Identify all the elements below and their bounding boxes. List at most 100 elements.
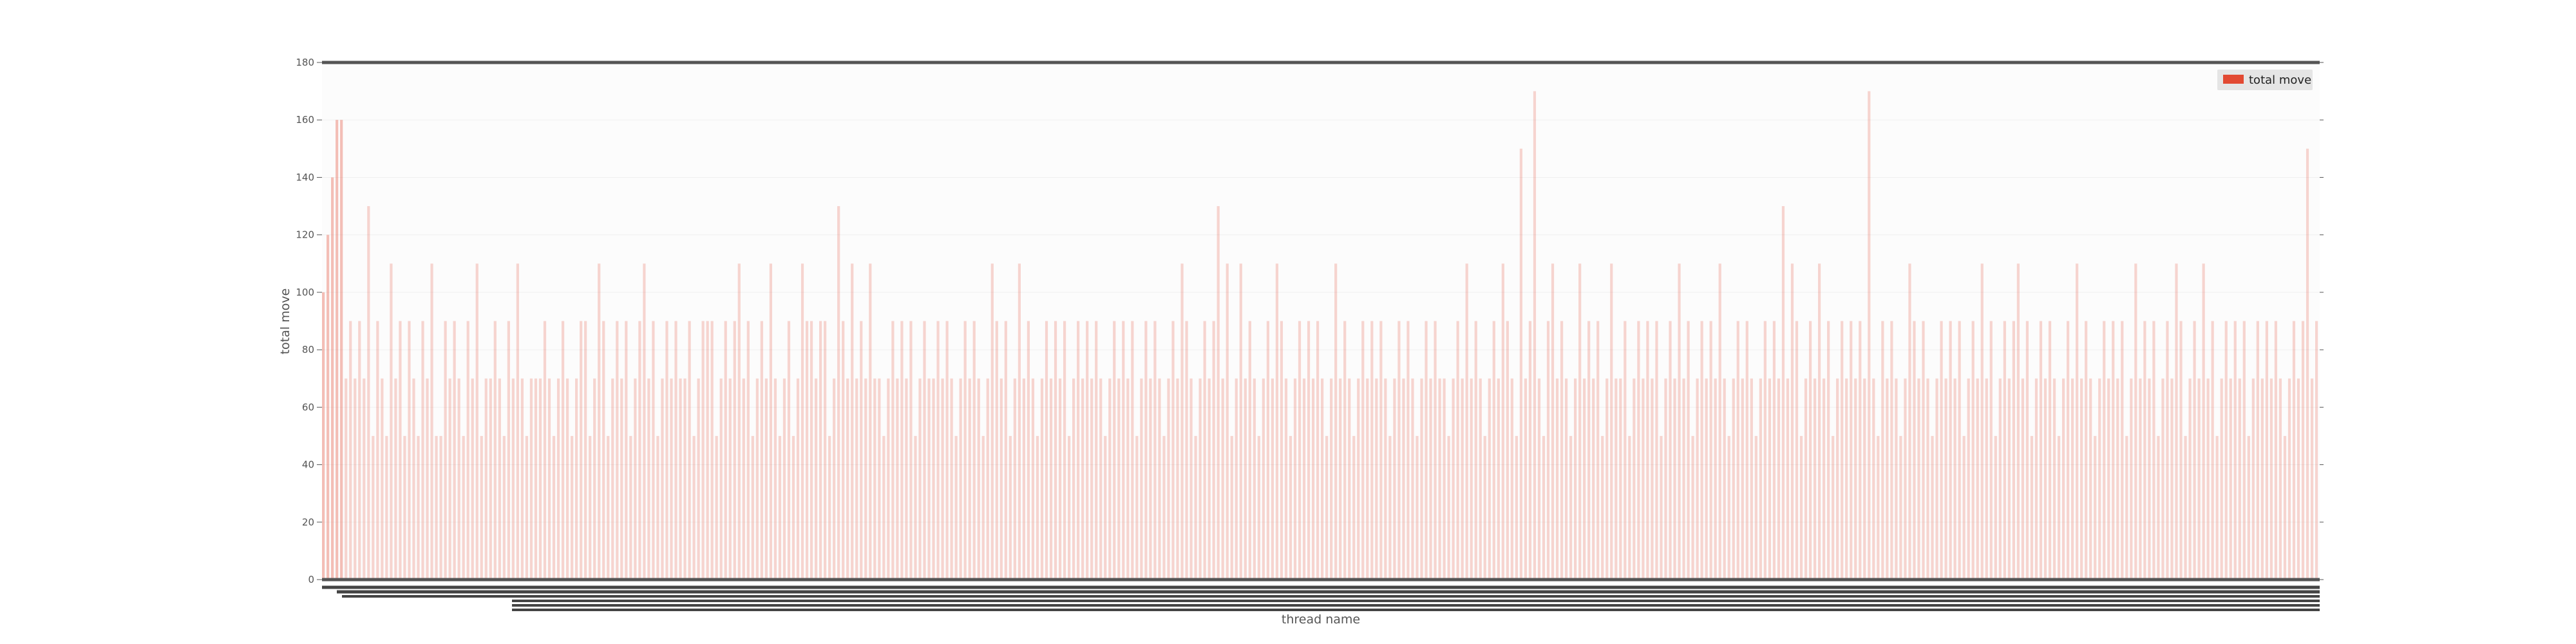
bar [2161,378,2164,580]
bar [1158,378,1161,580]
bar [1569,435,1573,580]
bar [2233,321,2237,580]
bar [1596,321,1600,580]
bar [1488,378,1491,580]
bar [2220,378,2223,580]
bar [1018,263,1021,580]
bar [1397,321,1401,580]
bar [1506,321,1509,580]
y-tick-label: 180 [296,57,314,68]
bar [381,378,384,580]
bar [1009,435,1012,580]
bar [363,378,366,580]
bar [1560,321,1564,580]
bar [1343,321,1347,580]
bar [1040,378,1044,580]
bar [1049,378,1053,580]
bar [466,321,469,580]
bar [2157,435,2160,580]
bar [1031,378,1035,580]
bar [336,120,339,580]
bar [2030,435,2034,580]
bar [2287,378,2291,580]
bar [1090,378,1094,580]
y-tick-label: 120 [296,229,314,241]
bar [1348,378,1351,580]
bar [1447,435,1450,580]
bar [1004,321,1007,580]
bar [1886,378,1889,580]
bar [1248,321,1251,580]
bar [444,321,447,580]
bar [493,321,497,580]
bar [1583,378,1586,580]
bar [914,435,917,580]
bar [1926,378,1929,580]
bar [1239,263,1242,580]
bar [900,321,904,580]
bar [561,321,565,580]
bar [580,321,583,580]
bar [575,378,578,580]
bar [403,435,406,580]
bar [800,263,804,580]
bar [1501,263,1504,580]
bar [728,378,732,580]
bar [2278,378,2282,580]
bar [1388,435,1392,580]
bar [1709,321,1712,580]
bar [1781,206,1785,580]
bar [1601,435,1604,580]
bar [1841,321,1844,580]
bar [556,378,560,580]
bar [607,435,610,580]
bar [2025,321,2029,580]
bar [327,234,330,580]
bar [1817,263,1821,580]
bar [2224,321,2228,580]
bar [394,378,397,580]
bar [927,378,931,580]
bar [855,378,858,580]
bar [882,435,886,580]
bar [1063,321,1066,580]
bar [1208,378,1211,580]
bar [1135,435,1139,580]
bar [1126,378,1130,580]
bar [2007,378,2011,580]
bar [331,177,334,580]
y-tick-label: 20 [302,516,314,528]
bar [1298,321,1302,580]
bar-series-total-move [322,91,2318,580]
bar [1198,378,1202,580]
bar [489,378,492,580]
bar [679,378,682,580]
bar [1768,378,1771,580]
bar [990,263,994,580]
bar [1510,378,1513,580]
bar [1257,435,1260,580]
bar [1416,435,1419,580]
legend-label: total move [2249,73,2311,87]
bar [977,378,980,580]
bar [2061,378,2065,580]
bar [2175,263,2178,580]
bar [1330,378,1333,580]
bar [778,435,782,580]
bar [1714,378,1717,580]
bar [710,321,714,580]
bar [1587,321,1591,580]
bar [462,435,465,580]
bar [1777,378,1781,580]
bar [543,321,547,580]
bar [589,435,592,580]
bar [2170,378,2174,580]
bar [340,120,343,580]
y-tick-label: 100 [296,287,314,298]
bar [2139,378,2142,580]
bar [1266,321,1269,580]
bar [1013,378,1016,580]
bar [1971,321,1975,580]
bar [2251,378,2255,580]
bar [2021,378,2025,580]
